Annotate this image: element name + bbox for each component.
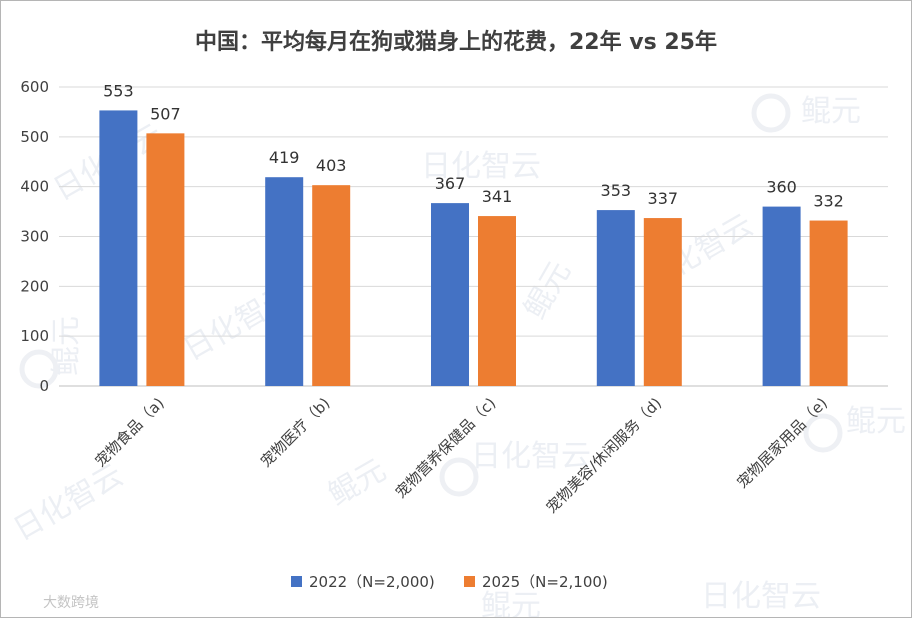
legend-swatch (464, 576, 475, 587)
x-axis: 宠物食品（a) 宠物医疗（b) 宠物营养保健品（c) 宠物美容/休闲服务（d) 宠物居家… (91, 394, 831, 517)
data-label: 341 (482, 187, 513, 206)
data-label: 367 (435, 174, 466, 193)
watermark-logo-icon (439, 457, 479, 497)
data-label: 419 (269, 148, 300, 167)
data-label: 337 (648, 189, 679, 208)
data-label: 403 (316, 156, 347, 175)
brand-watermark-text: 日化智云 (8, 458, 129, 548)
y-tick-label: 500 (20, 128, 49, 146)
data-label: 360 (766, 178, 797, 197)
x-category-label: 宠物医疗（b) (257, 394, 334, 471)
y-tick-label: 400 (20, 178, 49, 196)
legend-swatch (291, 576, 302, 587)
brand-watermark-text: 日化智云 (471, 439, 591, 474)
data-labels: 553 507 419 403 367 341 353 337 360 332 (103, 81, 844, 210)
y-tick-label: 600 (20, 78, 49, 96)
brand-watermark-text: 鲲元 (481, 589, 541, 617)
data-label: 507 (150, 104, 181, 123)
y-tick-label: 100 (20, 327, 49, 345)
bar (762, 206, 801, 386)
bar (431, 203, 469, 386)
data-label: 553 (103, 81, 134, 100)
y-tick-label: 200 (20, 277, 49, 295)
brand-watermark-text: 日化智云 (421, 149, 541, 184)
brand-watermark-text: 鲲元 (323, 453, 392, 513)
bar (809, 220, 848, 386)
brand-watermark-text: 鲲元 (801, 94, 861, 129)
watermark-logo-icon (19, 349, 59, 389)
y-tick-label: 0 (39, 377, 49, 395)
bar (312, 185, 351, 386)
y-tick-label: 300 (20, 228, 49, 246)
legend: 2022（N=2,000) 2025（N=2,100) (291, 573, 608, 591)
brand-watermark-text: 鲲元 (846, 404, 906, 439)
legend-label: 2025（N=2,100) (482, 573, 608, 591)
legend-label: 2022（N=2,000) (309, 573, 435, 591)
data-label: 332 (813, 192, 844, 211)
watermark-logo-icon (751, 93, 791, 133)
chart-title: 中国：平均每月在狗或猫身上的花费，22年 vs 25年 (195, 29, 717, 55)
bar (99, 110, 138, 387)
brand-watermark-text: 鲲元 (518, 256, 578, 325)
bar (596, 210, 635, 386)
y-axis: 0 100 200 300 400 500 600 (20, 78, 49, 395)
x-category-label: 宠物居家用品（e) (733, 394, 831, 492)
bar (265, 177, 304, 386)
brand-watermark-text: 日化智云 (701, 579, 821, 614)
source-watermark: 大数跨境 (43, 595, 99, 611)
gridlines (59, 86, 888, 387)
bars (99, 110, 848, 387)
watermark-logo-icon (803, 413, 843, 453)
bar (478, 216, 516, 386)
bar (643, 218, 682, 386)
data-label: 353 (601, 181, 632, 200)
x-category-label: 宠物食品（a) (91, 394, 167, 470)
bar (146, 133, 185, 386)
